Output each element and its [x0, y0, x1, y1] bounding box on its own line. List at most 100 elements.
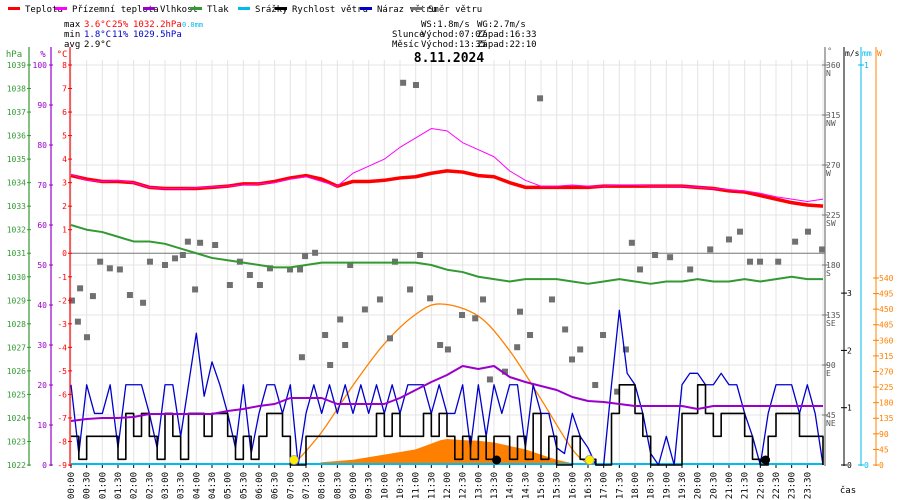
wind-direction-point: [562, 326, 569, 333]
percent-tick-label: 60: [37, 221, 47, 230]
legend-label: Teplota: [25, 5, 63, 15]
rain-tick-label: 0: [864, 461, 869, 470]
time-tick-label: 08:30: [333, 472, 343, 499]
solar-measured-area: [313, 439, 579, 465]
time-tick-label: 22:00: [756, 472, 766, 499]
direction-tick-label: 135: [826, 311, 841, 320]
wind-direction-point: [172, 255, 179, 262]
time-tick-label: 21:00: [725, 472, 735, 499]
wind-direction-point: [667, 254, 674, 261]
radiation-tick-label: 540: [879, 274, 894, 283]
time-tick-label: 19:00: [662, 472, 672, 499]
wind-direction-point: [400, 79, 407, 86]
wind-direction-point: [569, 356, 576, 363]
stats-min-humidity: 11%: [112, 30, 129, 40]
radiation-tick-label: 405: [879, 321, 894, 330]
sunrise-time: Východ:07:07: [421, 30, 486, 40]
wind-direction-point: [792, 238, 799, 245]
wind-direction-point: [302, 253, 309, 260]
celsius-tick-label: 5: [62, 132, 67, 141]
astro-info: WS:1.8m/s WG:2.7m/s Slunce Východ:07:07 …: [392, 20, 537, 50]
wind-speed-line: [71, 383, 824, 466]
legend-swatch-1: [55, 7, 67, 10]
wind-direction-point: [327, 362, 334, 368]
sun-event-marker: [584, 455, 595, 465]
time-tick-label: 12:30: [459, 472, 469, 499]
wind-direction-point: [472, 315, 479, 322]
percent-tick-label: 80: [37, 141, 47, 150]
wind-direction-point: [501, 368, 508, 375]
stats-block: max 3.6°C 25% 1032.2hPa 0.0mm min 1.8°C …: [64, 20, 203, 50]
wind-direction-point: [226, 282, 233, 288]
celsius-axis-title: °C: [57, 50, 68, 60]
moon-event-marker: [761, 455, 771, 465]
celsius-tick-label: -4: [57, 343, 67, 352]
legend-label: Rychlost větru: [292, 5, 368, 15]
celsius-tick-label: -7: [57, 414, 67, 423]
wind-direction-point: [74, 318, 81, 325]
time-tick-label: 06:00: [255, 472, 265, 499]
wind-direction-point: [106, 265, 113, 272]
time-tick-label: 00:00: [67, 472, 77, 499]
moonrise-time: Východ:13:35: [421, 40, 486, 50]
sunset-time: Západ:16:33: [477, 30, 537, 40]
percent-tick-label: 70: [37, 181, 47, 190]
direction-compass-label: N: [826, 69, 831, 78]
legend-swatch-4: [238, 7, 250, 10]
time-tick-label: 11:00: [412, 472, 422, 499]
wind-direction-point: [298, 354, 305, 361]
radiation-tick-label: 225: [879, 383, 894, 392]
celsius-tick-label: -6: [57, 390, 67, 399]
grid: [70, 60, 825, 465]
hpa-tick-label: 1027: [7, 343, 26, 352]
direction-tick-label: 90: [826, 361, 836, 370]
time-tick-label: 17:30: [615, 472, 625, 499]
legend-swatch-3: [190, 7, 202, 10]
moon-label: Měsíc: [392, 40, 419, 50]
direction-tick-label: 225: [826, 211, 841, 220]
direction-compass-label: E: [826, 369, 831, 378]
time-tick-label: 02:00: [130, 472, 140, 499]
series-layer: [68, 79, 826, 466]
legend: Teplota Přízemní teplota Vlhkost Tlak Srážky…: [8, 5, 482, 15]
celsius-tick-label: -8: [57, 437, 67, 446]
percent-tick-label: 20: [37, 381, 47, 390]
time-tick-label: 10:30: [396, 472, 406, 499]
celsius-tick-label: -2: [57, 296, 67, 305]
stats-min-temp: 1.8°C: [84, 30, 111, 40]
legend-swatch-7: [411, 7, 423, 10]
wind-direction-point: [376, 296, 383, 303]
wind-direction-point: [184, 238, 191, 245]
wind-direction-point: [126, 292, 133, 298]
direction-compass-label: W: [826, 169, 831, 178]
hpa-tick-label: 1031: [7, 249, 26, 258]
time-tick-label: 13:00: [474, 472, 484, 499]
stats-min-pressure: 1029.5hPa: [133, 30, 182, 40]
percent-tick-label: 100: [33, 61, 48, 70]
radiation-tick-label: 0: [879, 461, 884, 470]
time-tick-label: 23:30: [803, 472, 813, 499]
direction-compass-label: SE: [826, 319, 836, 328]
legend-swatch-6: [360, 7, 372, 10]
direction-compass-label: NW: [826, 119, 836, 128]
wind-direction-point: [707, 246, 714, 253]
wind-direction-point: [246, 272, 253, 278]
stats-max-pressure: 1032.2hPa: [133, 20, 182, 30]
wind-direction-point: [444, 346, 451, 353]
time-tick-label: 13:30: [490, 472, 500, 499]
hpa-tick-label: 1038: [7, 85, 26, 94]
wind-direction-point: [427, 295, 434, 302]
wind-direction-point: [480, 296, 487, 303]
time-tick-label: 01:30: [114, 472, 124, 499]
hpa-tick-label: 1030: [7, 273, 26, 282]
time-tick-label: 04:00: [192, 472, 202, 499]
hpa-tick-label: 1024: [7, 414, 26, 423]
legend-label: Vlhkost: [160, 5, 198, 15]
time-tick-label: 10:00: [380, 472, 390, 499]
wind-direction-point: [77, 285, 84, 292]
celsius-tick-label: -3: [57, 320, 67, 329]
stats-max-humidity: 25%: [112, 20, 129, 30]
stats-avg-temp: 2.9°C: [84, 40, 111, 50]
hpa-tick-label: 1037: [7, 108, 26, 117]
legend-label: Směr větru: [428, 5, 482, 15]
